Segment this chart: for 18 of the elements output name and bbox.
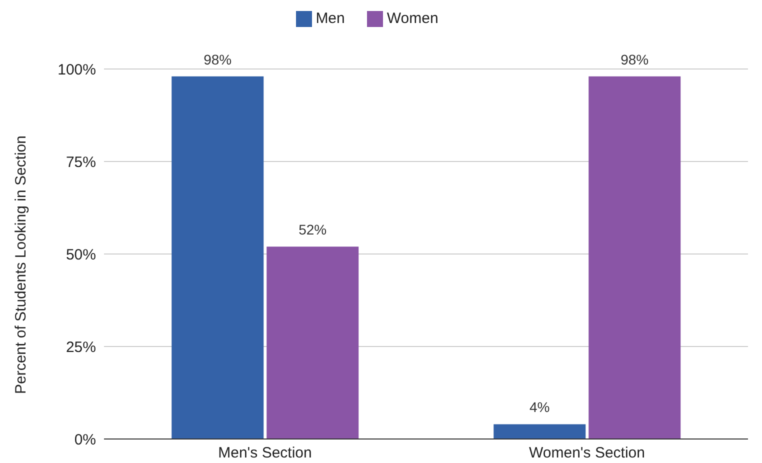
- bar: [494, 424, 586, 439]
- y-axis-title: Percent of Students Looking in Section: [12, 136, 30, 394]
- bar: [172, 76, 264, 439]
- legend-label: Women: [386, 10, 438, 27]
- bar: [588, 76, 681, 439]
- data-label: 98%: [620, 51, 649, 68]
- bar: [266, 246, 359, 439]
- y-tick-label: 25%: [66, 338, 96, 356]
- legend-label: Men: [316, 10, 345, 27]
- y-tick-label: 100%: [58, 61, 96, 78]
- data-label: 98%: [204, 51, 232, 68]
- y-tick-label: 0%: [74, 431, 96, 448]
- y-tick-label: 75%: [66, 154, 96, 171]
- data-label: 52%: [298, 222, 327, 238]
- y-tick-label: 50%: [66, 246, 96, 264]
- x-tick-label: Women's Section: [529, 444, 645, 462]
- x-tick-label: Men's Section: [218, 444, 312, 462]
- data-label: 4%: [530, 399, 550, 416]
